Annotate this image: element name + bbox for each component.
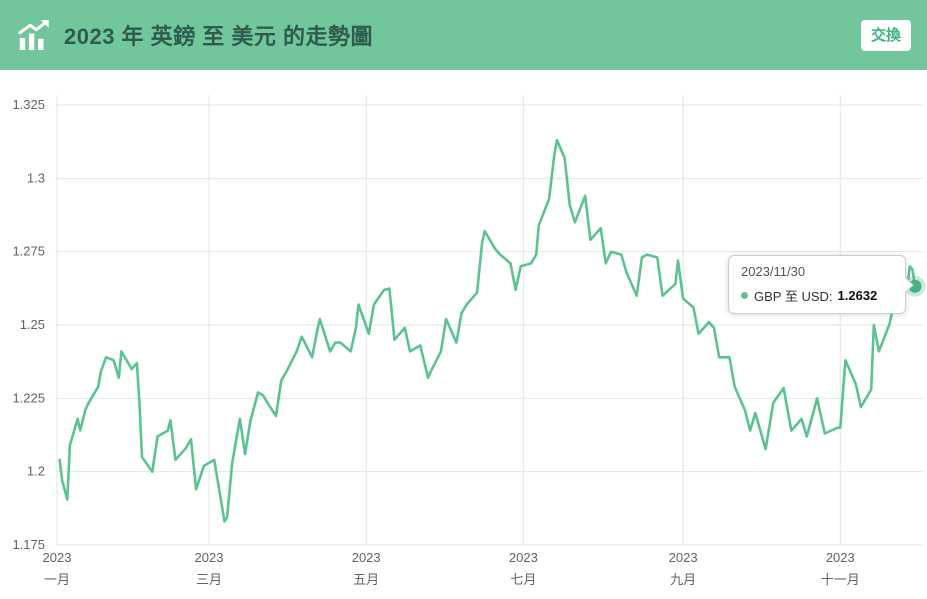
- swap-button[interactable]: 交換: [860, 19, 911, 51]
- chart-growth-icon: [16, 17, 52, 53]
- x-axis-month-label: 七月: [510, 572, 536, 587]
- x-axis-month-label: 五月: [353, 572, 379, 587]
- y-axis-tick-label: 1.25: [20, 317, 45, 332]
- x-axis-year-label: 2023: [509, 550, 538, 565]
- x-axis-month-label: 九月: [670, 572, 696, 587]
- series-bullet-icon: [741, 292, 748, 299]
- x-axis-year-label: 2023: [352, 550, 381, 565]
- x-axis-year-label: 2023: [826, 550, 855, 565]
- chart-tooltip: 2023/11/30 GBP 至 USD: 1.2632: [728, 255, 914, 314]
- chart-area: 1.175 1.2 1.225 1.25 1.275 1.3 1.325 2023 一月 2023…: [0, 70, 927, 599]
- y-axis-tick-label: 1.175: [12, 537, 45, 552]
- x-axis-month-label: 十一月: [821, 572, 860, 587]
- x-axis-year-label: 2023: [195, 550, 224, 565]
- tooltip-value-row: GBP 至 USD: 1.2632: [741, 286, 893, 305]
- tooltip-date: 2023/11/30: [741, 264, 806, 279]
- y-axis-tick-label: 1.2: [27, 464, 45, 479]
- x-axis-month-label: 三月: [196, 572, 222, 587]
- page-title: 2023 年 英鎊 至 美元 的走勢圖: [64, 24, 374, 49]
- tooltip-value: 1.2632: [837, 288, 878, 303]
- x-axis-year-label: 2023: [669, 550, 698, 565]
- y-axis-tick-label: 1.275: [12, 244, 45, 259]
- y-axis-tick-label: 1.325: [12, 97, 45, 112]
- series-line-gbp-usd: [58, 138, 917, 523]
- y-axis-tick-label: 1.225: [12, 390, 45, 405]
- header-bar: 2023 年 英鎊 至 美元 的走勢圖 交換: [0, 0, 927, 70]
- tooltip-series-label: GBP 至 USD:: [754, 289, 833, 304]
- line-chart[interactable]: 1.175 1.2 1.225 1.25 1.275 1.3 1.325 2023 一月 2023…: [0, 70, 927, 599]
- x-axis-month-label: 一月: [44, 572, 70, 587]
- x-axis-year-label: 2023: [43, 550, 72, 565]
- y-axis-tick-label: 1.3: [27, 170, 45, 185]
